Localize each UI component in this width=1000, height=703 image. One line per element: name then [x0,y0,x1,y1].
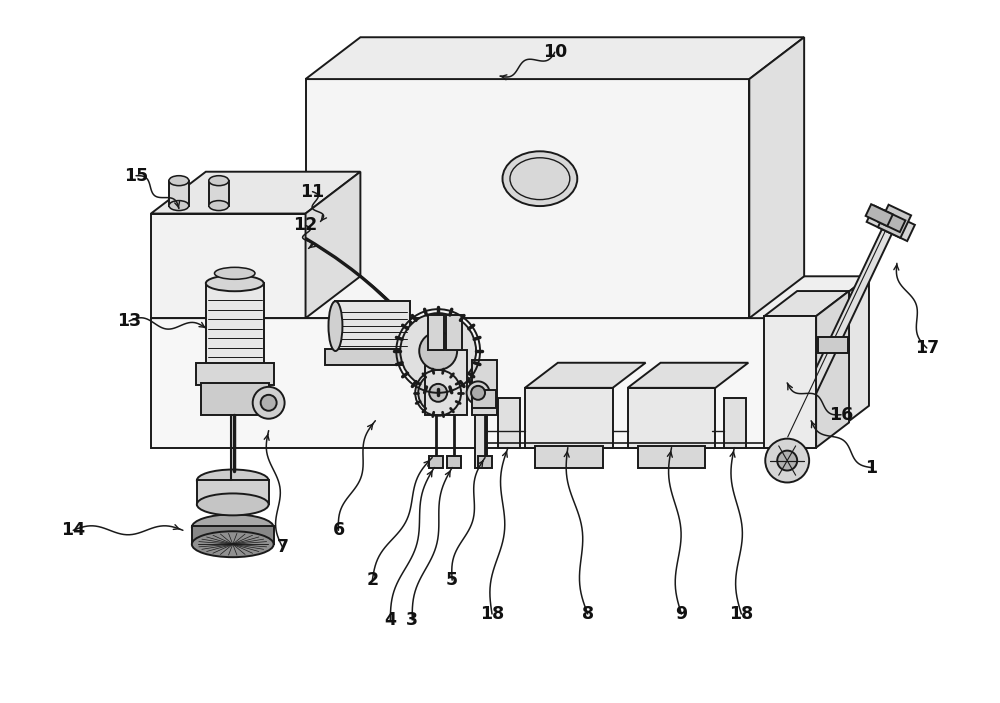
Circle shape [418,373,458,413]
Polygon shape [749,37,804,318]
Bar [525,388,613,448]
Bar [446,315,462,350]
Text: 3: 3 [406,611,418,629]
Text: 12: 12 [293,217,318,235]
Text: 8: 8 [582,605,594,623]
Ellipse shape [206,276,264,291]
Ellipse shape [502,151,577,206]
Circle shape [467,382,490,404]
Bar [498,398,520,448]
Text: 1: 1 [865,458,877,477]
Polygon shape [306,37,804,79]
Text: 4: 4 [384,611,396,629]
Circle shape [419,332,457,370]
Circle shape [471,386,485,400]
Bar [151,214,306,318]
Bar [196,363,274,385]
Bar [628,388,715,448]
Polygon shape [628,363,748,388]
Polygon shape [814,276,869,448]
Bar [325,349,420,365]
Ellipse shape [169,176,189,186]
Ellipse shape [197,494,269,515]
Bar [447,456,461,467]
Ellipse shape [214,267,255,279]
Bar [169,181,189,205]
Polygon shape [306,172,360,318]
Bar [429,456,443,467]
Ellipse shape [328,301,342,351]
Circle shape [765,439,809,482]
Polygon shape [866,204,893,226]
Text: 16: 16 [829,406,853,424]
Polygon shape [867,206,915,241]
Bar [478,456,492,467]
Polygon shape [151,318,814,448]
Text: 18: 18 [729,605,753,623]
Bar [197,480,269,504]
Text: 13: 13 [117,312,141,330]
Bar [472,360,497,415]
Polygon shape [878,210,905,232]
Text: 11: 11 [300,183,325,200]
Ellipse shape [197,470,269,491]
Circle shape [253,387,285,419]
Ellipse shape [209,200,229,211]
Bar [335,301,410,351]
Ellipse shape [209,176,229,186]
Circle shape [261,395,277,411]
Circle shape [777,451,797,470]
Text: 10: 10 [543,43,567,61]
Text: 7: 7 [277,538,289,556]
Bar [428,315,444,350]
Circle shape [400,313,476,389]
Bar [472,390,496,408]
Text: 14: 14 [61,522,85,539]
Polygon shape [816,291,849,448]
Text: 17: 17 [915,339,939,357]
Bar [638,446,705,467]
Polygon shape [151,172,360,214]
Bar [192,527,274,544]
Text: 2: 2 [366,571,378,589]
Bar [306,79,749,318]
Bar [201,383,269,415]
Bar [475,406,487,467]
Text: 9: 9 [675,605,688,623]
Bar [724,398,746,448]
Bar [209,181,229,205]
Bar [764,316,816,448]
Bar [425,350,467,415]
Circle shape [429,384,447,402]
Ellipse shape [169,200,189,211]
Bar [818,337,848,353]
Bar [535,446,603,467]
Text: 15: 15 [124,167,148,185]
Polygon shape [151,276,869,318]
Text: 6: 6 [332,522,345,539]
Bar [206,283,264,365]
Text: 18: 18 [480,605,504,623]
Polygon shape [525,363,646,388]
Text: 5: 5 [446,571,458,589]
Ellipse shape [192,515,274,540]
Polygon shape [878,205,911,238]
Polygon shape [784,229,892,440]
Polygon shape [764,291,849,316]
Ellipse shape [192,531,274,557]
